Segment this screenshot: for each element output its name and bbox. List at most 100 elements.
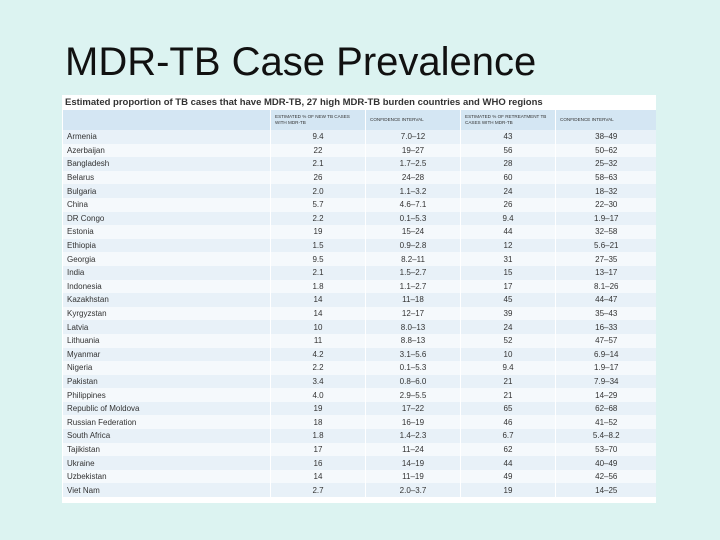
table-cell: 19 — [460, 483, 556, 498]
country-cell: India — [62, 265, 271, 280]
table-row: China 5.7 4.6–7.1 26 22–30 — [62, 197, 656, 212]
table-row: India 2.1 1.5–2.7 15 13–17 — [62, 265, 656, 280]
table-row: Ukraine 16 14–19 44 40–49 — [62, 456, 656, 470]
table-cell: 18–32 — [555, 184, 656, 198]
table-cell: 7.0–12 — [365, 130, 461, 144]
table-row: Bulgaria 2.0 1.1–3.2 24 18–32 — [62, 184, 656, 198]
table-cell: 1.5 — [270, 238, 366, 253]
table-cell: 2.9–5.5 — [365, 388, 461, 402]
table-cell: 12–17 — [365, 306, 461, 321]
table-row: Georgia 9.5 8.2–11 31 27–35 — [62, 252, 656, 266]
country-cell: Tajikistan — [62, 442, 271, 457]
table-cell: 2.0–3.7 — [365, 483, 461, 498]
table-row: Tajikistan 17 11–24 62 53–70 — [62, 442, 656, 457]
table-cell: 10 — [460, 347, 556, 362]
table-cell: 42–56 — [555, 469, 656, 484]
table-row: Nigeria 2.2 0.1–5.3 9.4 1.9–17 — [62, 361, 656, 375]
table-cell: 9.5 — [270, 252, 366, 266]
table: ESTIMATED % OF NEW TB CASES WITH MDR-TB C… — [62, 110, 656, 498]
country-cell: Viet Nam — [62, 483, 271, 498]
country-cell: Georgia — [62, 252, 271, 266]
table-cell: 19 — [270, 225, 366, 239]
table-cell: 18 — [270, 415, 366, 430]
table-cell: 6.9–14 — [555, 347, 656, 362]
table-cell: 11–18 — [365, 293, 461, 307]
table-cell: 28 — [460, 157, 556, 171]
country-cell: Estonia — [62, 225, 271, 239]
table-row: Viet Nam 2.7 2.0–3.7 19 14–25 — [62, 483, 656, 498]
table-cell: 49 — [460, 469, 556, 484]
table-row: Uzbekistan 14 11–19 49 42–56 — [62, 469, 656, 484]
table-row: Russian Federation 18 16–19 46 41–52 — [62, 415, 656, 430]
table-row: Armenia 9.4 7.0–12 43 38–49 — [62, 130, 656, 144]
table-cell: 14–19 — [365, 456, 461, 470]
table-cell: 8.0–13 — [365, 320, 461, 334]
table-cell: 14–25 — [555, 483, 656, 498]
table-cell: 11–19 — [365, 469, 461, 484]
table-cell: 8.2–11 — [365, 252, 461, 266]
country-cell: Ukraine — [62, 456, 271, 470]
table-cell: 9.4 — [460, 361, 556, 375]
table-cell: 62 — [460, 442, 556, 457]
country-cell: Nigeria — [62, 361, 271, 375]
country-cell: Ethiopia — [62, 238, 271, 253]
table-cell: 35–43 — [555, 306, 656, 321]
country-cell: Indonesia — [62, 279, 271, 294]
table-cell: 12 — [460, 238, 556, 253]
table-cell: 38–49 — [555, 130, 656, 144]
table-cell: 19–27 — [365, 143, 461, 158]
table-cell: 44–47 — [555, 293, 656, 307]
country-cell: Belarus — [62, 170, 271, 185]
table-cell: 1.9–17 — [555, 361, 656, 375]
table-cell: 5.6–21 — [555, 238, 656, 253]
table-cell: 24–28 — [365, 170, 461, 185]
country-cell: Republic of Moldova — [62, 401, 271, 416]
table-row: Myanmar 4.2 3.1–5.6 10 6.9–14 — [62, 347, 656, 362]
table-cell: 1.5–2.7 — [365, 265, 461, 280]
table-cell: 25–32 — [555, 157, 656, 171]
table-cell: 8.8–13 — [365, 333, 461, 348]
header-row: ESTIMATED % OF NEW TB CASES WITH MDR-TB C… — [62, 110, 656, 130]
table-cell: 16 — [270, 456, 366, 470]
table-cell: 16–19 — [365, 415, 461, 430]
table-cell: 11–24 — [365, 442, 461, 457]
table-cell: 13–17 — [555, 265, 656, 280]
table-cell: 39 — [460, 306, 556, 321]
table-cell: 0.1–5.3 — [365, 211, 461, 226]
table-cell: 1.8 — [270, 279, 366, 294]
table-cell: 15–24 — [365, 225, 461, 239]
table-cell: 2.1 — [270, 265, 366, 280]
table-cell: 31 — [460, 252, 556, 266]
country-cell: Uzbekistan — [62, 469, 271, 484]
table-row: Belarus 26 24–28 60 58–63 — [62, 170, 656, 185]
country-cell: Russian Federation — [62, 415, 271, 430]
table-cell: 0.9–2.8 — [365, 238, 461, 253]
column-header: ESTIMATED % OF RETREATMENT TB CASES WITH… — [460, 110, 556, 130]
country-cell: Kyrgyzstan — [62, 306, 271, 321]
table-row: Estonia 19 15–24 44 32–58 — [62, 225, 656, 239]
table-cell: 44 — [460, 225, 556, 239]
table-cell: 27–35 — [555, 252, 656, 266]
table-cell: 2.0 — [270, 184, 366, 198]
table-cell: 17–22 — [365, 401, 461, 416]
table-cell: 11 — [270, 333, 366, 348]
country-cell: Lithuania — [62, 333, 271, 348]
table-cell: 50–62 — [555, 143, 656, 158]
table-cell: 60 — [460, 170, 556, 185]
table-cell: 9.4 — [460, 211, 556, 226]
table-body: Armenia 9.4 7.0–12 43 38–49 Azerbaijan 22 19–27… — [62, 130, 656, 498]
table-cell: 53–70 — [555, 442, 656, 457]
table-cell: 56 — [460, 143, 556, 158]
table-cell: 14 — [270, 293, 366, 307]
table-cell: 47–57 — [555, 333, 656, 348]
table-cell: 22–30 — [555, 197, 656, 212]
table-cell: 4.0 — [270, 388, 366, 402]
table-row: Lithuania 11 8.8–13 52 47–57 — [62, 333, 656, 348]
table-cell: 45 — [460, 293, 556, 307]
table-cell: 43 — [460, 130, 556, 144]
table-cell: 24 — [460, 184, 556, 198]
table-cell: 8.1–26 — [555, 279, 656, 294]
table-cell: 26 — [460, 197, 556, 212]
table-cell: 46 — [460, 415, 556, 430]
table-cell: 4.6–7.1 — [365, 197, 461, 212]
